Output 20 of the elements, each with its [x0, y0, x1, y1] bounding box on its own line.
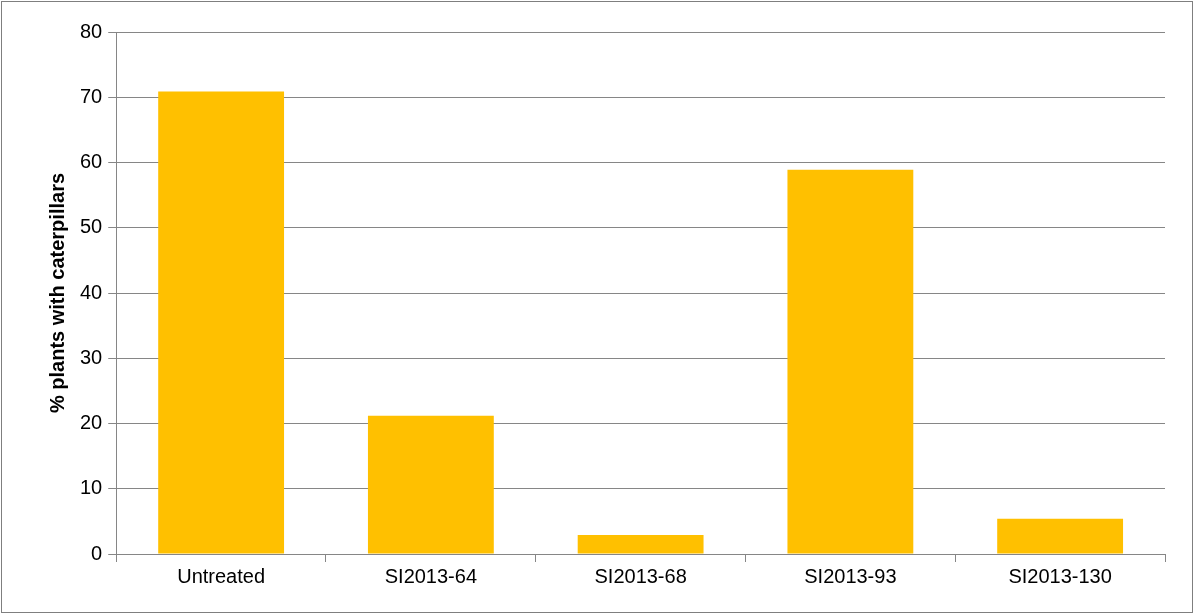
bar	[997, 518, 1124, 554]
y-tick-label: 20	[80, 411, 103, 434]
bar	[787, 169, 914, 554]
bar	[577, 535, 704, 554]
x-tick-label: SI2013-68	[594, 564, 687, 587]
bar	[367, 415, 494, 554]
y-tick-label: 50	[80, 215, 103, 238]
y-tick-label: 30	[80, 345, 103, 368]
y-tick-label: 40	[80, 280, 103, 303]
y-tick-label: 70	[80, 84, 103, 107]
y-tick-label: 60	[80, 150, 103, 173]
y-axis-title: % plants with caterpillars	[45, 172, 68, 414]
x-tick-label: SI2013-64	[384, 564, 478, 587]
x-tick-label: SI2013-93	[804, 564, 897, 587]
bar	[158, 91, 285, 554]
y-tick-label: 80	[80, 19, 103, 42]
y-tick-label: 0	[91, 541, 103, 564]
y-tick-label: 10	[80, 476, 103, 499]
x-tick-label: Untreated	[177, 564, 266, 587]
x-tick-label: SI2013-130	[1008, 564, 1112, 587]
